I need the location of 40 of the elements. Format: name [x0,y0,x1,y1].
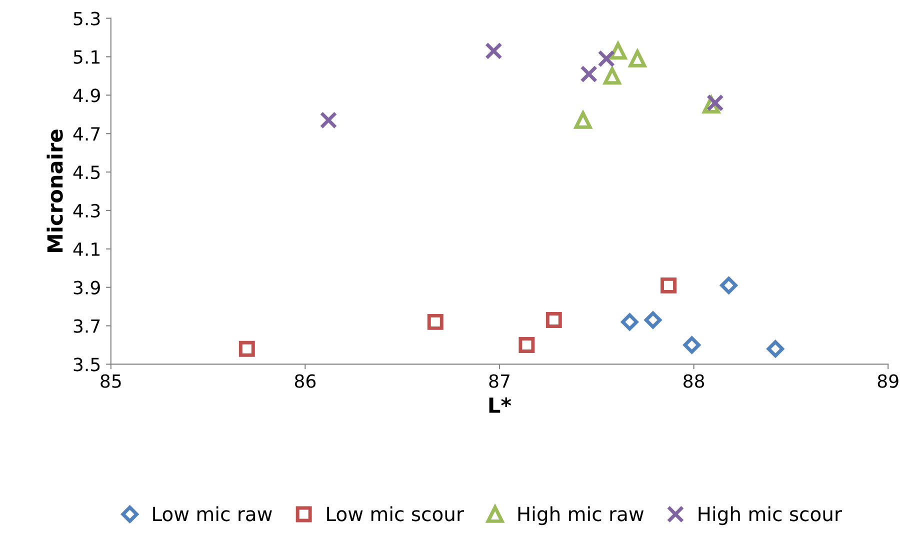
x-tick-label: 89 [878,374,898,388]
point [518,337,535,353]
point [238,340,255,357]
point [660,277,677,294]
point [628,50,646,68]
y-tick-label: 3.9 [74,280,100,294]
point [644,311,662,329]
point [598,50,616,68]
point [621,313,638,331]
y-tick-label: 3.5 [74,358,100,372]
y-tick-label: 4.3 [73,204,100,218]
x-tick-label: 88 [684,374,704,388]
x-tick-label: 87 [489,374,510,388]
y-tick-label: 4.7 [73,127,100,140]
x-tick-label: 85 [100,374,121,388]
point [609,42,627,60]
point [484,42,502,60]
y-tick-label: 5.1 [74,50,100,64]
legend-label: High mic raw [518,506,644,526]
y-axis-title: Micronaire [46,130,63,252]
legend-label: Low mic scour [327,506,464,522]
point [320,111,338,129]
x-axis-title: L* [489,397,512,413]
point [546,312,562,328]
x-tick-label: 86 [294,374,316,388]
legend-label: High mic scour [698,506,842,526]
y-tick-label: 3.7 [74,319,100,333]
point [720,276,738,294]
point [706,94,724,112]
y-tick-label: 5.3 [74,12,100,26]
y-tick-label: 4.5 [73,166,100,180]
point [574,111,592,129]
legend-label: Low mic raw [153,506,272,522]
point [604,67,621,85]
point [427,314,444,330]
y-tick-label: 4.1 [73,242,100,256]
y-tick-label: 4.9 [73,88,100,102]
point [683,336,700,354]
point [766,340,784,358]
point [580,65,598,83]
